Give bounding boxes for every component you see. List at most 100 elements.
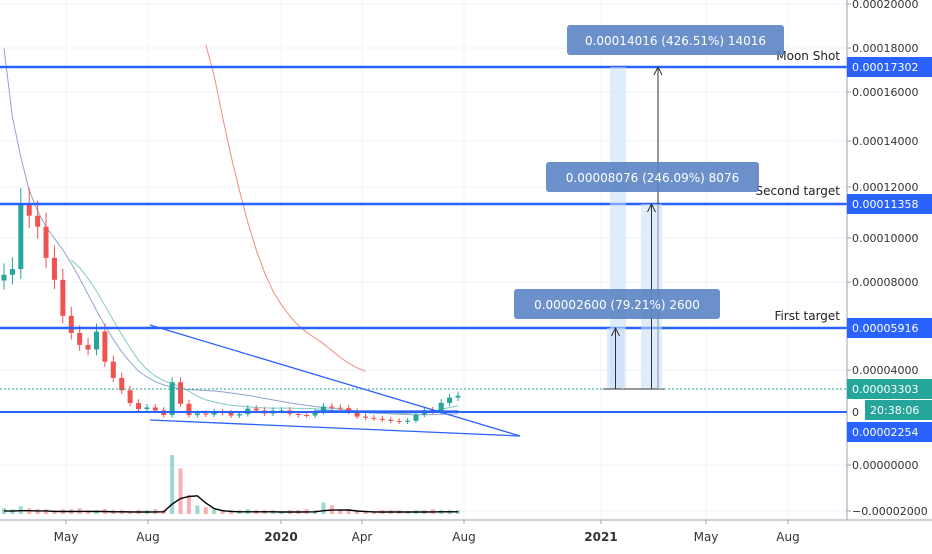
price-tick-label: 0.00000000 xyxy=(852,459,918,472)
candle-body xyxy=(413,414,419,421)
candles xyxy=(1,187,461,425)
projection-arrow-head xyxy=(653,65,663,76)
candle-body xyxy=(337,407,343,409)
first-price-tag-label: 0.00005916 xyxy=(852,322,918,335)
grid xyxy=(0,0,847,520)
volume-bar xyxy=(338,509,343,514)
first-price-tag xyxy=(847,318,932,338)
projection-label-box xyxy=(546,162,759,192)
projection-arrow-head xyxy=(611,326,620,337)
ma-long-line xyxy=(205,44,366,372)
candle-body xyxy=(447,397,453,403)
candle-body xyxy=(77,332,83,345)
candle-body xyxy=(18,203,24,270)
second-price-tag-label: 0.00011358 xyxy=(852,198,918,211)
candle-body xyxy=(93,331,99,350)
time-tick-label: Aug xyxy=(452,530,475,544)
moon-price-tag xyxy=(847,57,932,77)
candle-body xyxy=(102,331,108,362)
candle-body xyxy=(51,257,57,280)
support-price-tag-label: 0.00002254 xyxy=(852,426,918,439)
volume-bar xyxy=(170,455,175,514)
volume-bar xyxy=(355,510,360,514)
wedge-upper-line xyxy=(149,324,521,437)
volume-bar xyxy=(86,510,91,514)
moon-price-tag-label: 0.00017302 xyxy=(852,61,918,74)
candle-body xyxy=(186,403,192,416)
candle-body xyxy=(405,420,411,422)
candle-body xyxy=(60,279,66,316)
last-price-tag-label: 0.00003303 xyxy=(852,383,918,396)
time-tick-label: Aug xyxy=(776,530,799,544)
wedge-lower-line xyxy=(149,419,521,437)
candle-body xyxy=(320,406,326,413)
level-lines[interactable]: Moon Shot Second target First target xyxy=(0,49,847,413)
price-tick-label: 0.00016000 xyxy=(852,86,918,99)
volume-bar xyxy=(35,509,40,514)
price-axis[interactable]: 0.00020000 0.00018000 0.00016000 0.00014000… xyxy=(846,0,932,520)
projection-label-text: 0.00014016 (426.51%) 14016 xyxy=(585,34,766,48)
candle-body xyxy=(85,344,91,350)
candle-body xyxy=(110,361,116,378)
support-price-tag xyxy=(847,422,932,442)
level-text-label: Moon Shot xyxy=(776,49,840,63)
price-tick-label: 0.00020000 xyxy=(852,0,918,11)
candle-body xyxy=(43,226,49,258)
candle-body xyxy=(388,419,394,421)
time-tick-label: May xyxy=(54,530,79,544)
time-tick-label: Apr xyxy=(352,530,373,544)
candle-body xyxy=(329,406,335,408)
candle-body xyxy=(295,413,301,416)
level-text-label: Second target xyxy=(756,184,841,198)
projection-drawings[interactable]: 0.00014016 (426.51%) 14016 0.00008076 (24… xyxy=(514,25,784,390)
volume-bar xyxy=(346,509,351,514)
volume-bar xyxy=(212,509,217,514)
time-axis[interactable]: May Aug 2020 Apr Aug 2021 May Aug xyxy=(0,519,932,544)
candle-body xyxy=(371,417,377,419)
candle-body xyxy=(119,377,125,391)
candle-body xyxy=(194,413,200,416)
candle-body xyxy=(68,315,74,333)
price-tick-label: 0.00010000 xyxy=(852,232,918,245)
time-tick-label: 2020 xyxy=(264,530,297,544)
candle-body xyxy=(236,414,242,416)
volume-ma-line xyxy=(3,495,458,513)
price-tick-label: 0.00012000 xyxy=(852,181,918,194)
projection-label-text: 0.00008076 (246.09%) 8076 xyxy=(566,171,739,185)
candle-body xyxy=(363,416,369,418)
candle-body xyxy=(253,408,259,411)
price-tick-label: 0.00004000 xyxy=(852,364,918,377)
projection-arrow-head xyxy=(647,202,656,213)
price-tick-label: −0.00002000 xyxy=(852,505,928,518)
volume-bar xyxy=(44,509,49,514)
volume-bar xyxy=(220,510,225,514)
candle-body xyxy=(438,402,444,412)
time-tick-label: May xyxy=(694,530,719,544)
partial-price-tick: 0 xyxy=(852,406,859,419)
candle-body xyxy=(127,390,133,404)
candle-body xyxy=(228,412,234,416)
candle-body xyxy=(396,420,402,422)
candle-body xyxy=(178,382,184,404)
second-price-tag xyxy=(847,194,932,214)
volume-bar xyxy=(195,505,200,514)
volume-bar xyxy=(203,507,208,514)
candle-body xyxy=(152,407,158,411)
projection-label-text: 0.00002600 (79.21%) 2600 xyxy=(534,298,700,312)
candle-body xyxy=(1,274,7,281)
candle-body xyxy=(211,412,217,415)
time-tick-label: 2021 xyxy=(584,530,617,544)
countdown-tag-label: 20:38:06 xyxy=(870,404,919,417)
candle-body xyxy=(278,410,284,412)
candle-body xyxy=(312,412,318,416)
candle-body xyxy=(35,215,41,227)
ma-mid-line xyxy=(3,48,459,416)
candle-body xyxy=(26,203,32,216)
candle-body xyxy=(9,269,15,275)
volume-bar xyxy=(186,495,191,514)
price-tick-label: 0.00018000 xyxy=(852,42,918,55)
volume-bar xyxy=(321,502,326,514)
candle-body xyxy=(455,395,461,398)
